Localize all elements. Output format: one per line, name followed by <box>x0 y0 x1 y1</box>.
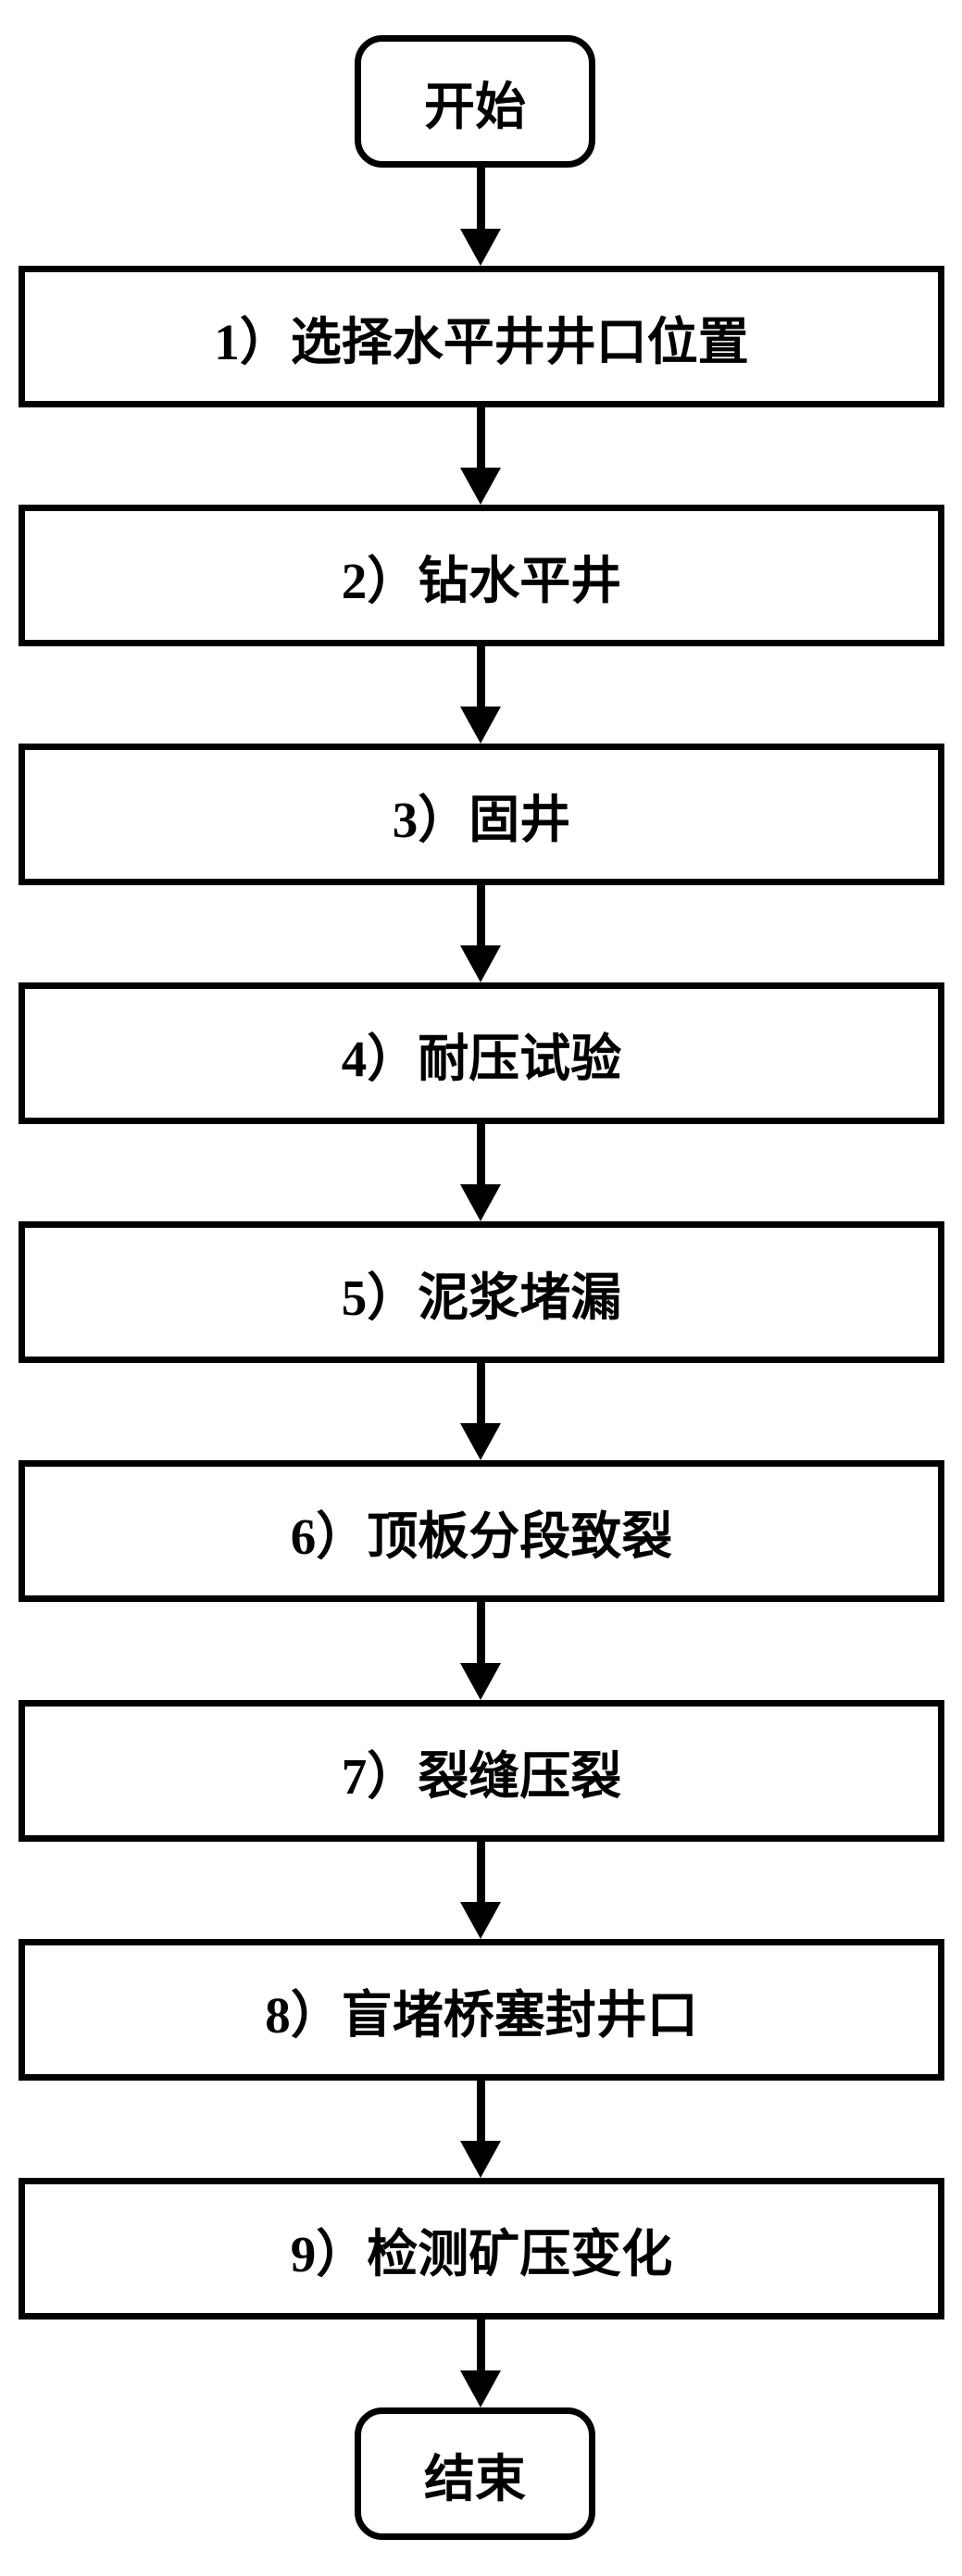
flow-node-s2: 2）钻水平井 <box>19 505 944 646</box>
arrow-head-icon <box>460 2370 501 2407</box>
flow-node-label: 2）钻水平井 <box>342 539 622 613</box>
arrow-line <box>477 2081 485 2141</box>
flow-node-label: 1）选择水平井井口位置 <box>214 300 749 374</box>
arrow-line <box>477 1602 485 1663</box>
flow-node-s5: 5）泥浆堵漏 <box>19 1221 944 1363</box>
arrow-line <box>477 1363 485 1423</box>
arrow-line <box>477 407 485 468</box>
arrow-head-icon <box>460 229 501 266</box>
arrow-line <box>477 2320 485 2370</box>
flow-node-s3: 3）固井 <box>19 744 944 885</box>
flow-node-end: 结束 <box>355 2407 595 2540</box>
arrow-head-icon <box>460 2141 501 2178</box>
flow-node-label: 3）固井 <box>393 778 571 852</box>
arrow-head-icon <box>460 1902 501 1939</box>
flow-node-s6: 6）顶板分段致裂 <box>19 1460 944 1602</box>
flowchart-canvas: 开始 1）选择水平井井口位置 2）钻水平井 3）固井 4）耐压试验 5）泥浆堵漏 6）顶板分… <box>0 0 962 2576</box>
flow-node-s8: 8）盲堵桥塞封井口 <box>19 1939 944 2081</box>
arrow-head-icon <box>460 707 501 744</box>
arrow-head-icon <box>460 1423 501 1460</box>
flow-node-label: 9）检测矿压变化 <box>291 2212 673 2286</box>
flow-node-s4: 4）耐压试验 <box>19 982 944 1124</box>
flow-node-label: 4）耐压试验 <box>342 1017 622 1091</box>
arrow-head-icon <box>460 1184 501 1221</box>
arrow-head-icon <box>460 945 501 982</box>
flow-node-label: 结束 <box>424 2437 526 2511</box>
flow-node-s7: 7）裂缝压裂 <box>19 1700 944 1842</box>
flow-node-label: 5）泥浆堵漏 <box>342 1256 622 1330</box>
arrow-line <box>477 1124 485 1184</box>
flow-node-s1: 1）选择水平井井口位置 <box>19 266 944 407</box>
arrow-line <box>477 646 485 707</box>
flow-node-label: 8）盲堵桥塞封井口 <box>265 1973 698 2047</box>
flow-node-label: 开始 <box>424 65 526 139</box>
flow-node-label: 6）顶板分段致裂 <box>291 1494 673 1569</box>
arrow-line <box>477 885 485 945</box>
arrow-line <box>477 168 485 229</box>
arrow-head-icon <box>460 468 501 505</box>
flow-node-start: 开始 <box>355 35 595 168</box>
arrow-head-icon <box>460 1663 501 1700</box>
arrow-line <box>477 1842 485 1902</box>
flow-node-label: 7）裂缝压裂 <box>342 1734 622 1808</box>
flow-node-s9: 9）检测矿压变化 <box>19 2178 944 2320</box>
